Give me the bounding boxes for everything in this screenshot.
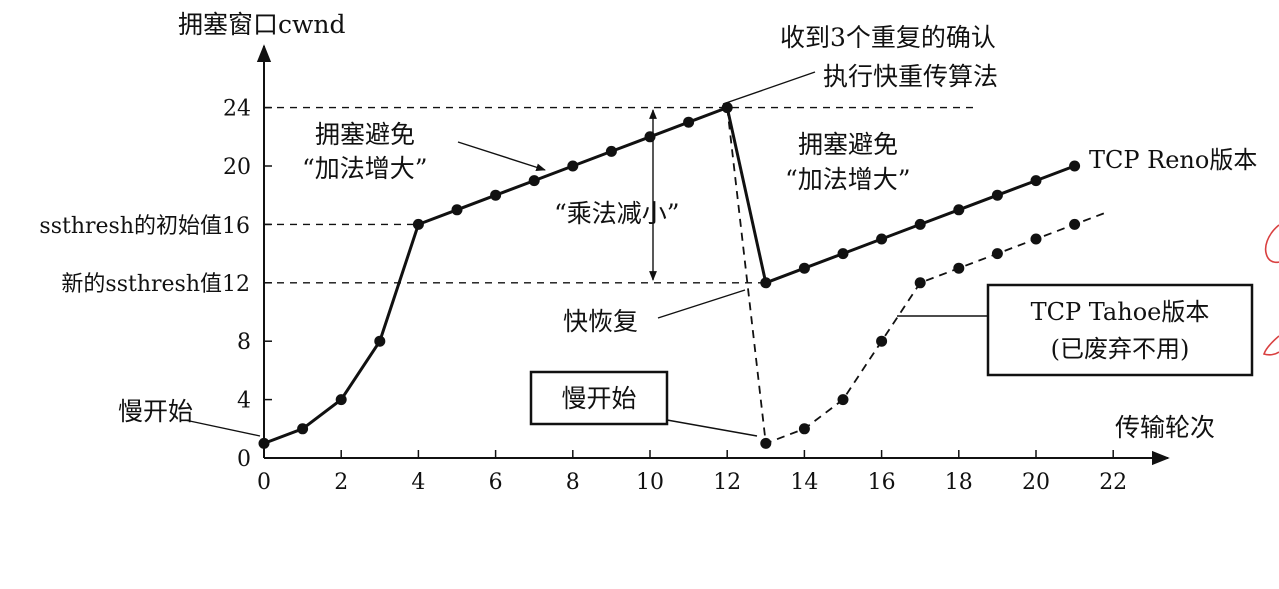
congestion-avoid-pointer bbox=[457, 141, 546, 172]
y-axis-title: 拥塞窗口cwnd bbox=[178, 10, 346, 39]
x-tick-label: 22 bbox=[1099, 470, 1127, 495]
series-layer bbox=[258, 102, 1106, 449]
reno-point bbox=[644, 131, 656, 143]
y-label-new-ssthresh: 新的ssthresh值12 bbox=[61, 272, 250, 297]
three-dup-ack-label: 收到3个重复的确认 bbox=[780, 23, 996, 52]
slow-start-box-label: 慢开始 bbox=[561, 384, 636, 413]
slow-start-box-pointer bbox=[666, 419, 758, 437]
tahoe-point bbox=[1069, 218, 1081, 230]
y-tick-label: 8 bbox=[237, 330, 251, 355]
reno-point bbox=[760, 277, 772, 289]
congestion-avoid-label-2: 拥塞避免 bbox=[798, 130, 898, 159]
reno-point bbox=[567, 160, 579, 172]
reno-point bbox=[451, 204, 463, 216]
slow-start-box bbox=[529, 370, 669, 426]
congestion-avoid-label-1: 拥塞避免 bbox=[315, 120, 415, 149]
y-tick-label: 0 bbox=[237, 447, 251, 472]
additive-increase-label-2: “加法增大” bbox=[785, 165, 911, 194]
tahoe-point bbox=[798, 423, 810, 435]
reno-point bbox=[837, 248, 849, 260]
tahoe-point bbox=[991, 248, 1003, 260]
series-line-reno bbox=[263, 105, 1076, 445]
series-label-reno: TCP Reno版本 bbox=[1089, 146, 1257, 174]
red-pen-mark-bottom bbox=[1262, 335, 1279, 356]
x-tick-label: 14 bbox=[790, 470, 818, 495]
y-label-initial-ssthresh: ssthresh的初始值16 bbox=[39, 214, 250, 239]
tahoe-box bbox=[986, 283, 1254, 377]
reno-point bbox=[605, 145, 617, 157]
tahoe-box-sublabel: (已废弃不用) bbox=[1051, 335, 1190, 363]
fast-retransmit-label: 执行快重传算法 bbox=[823, 62, 998, 91]
tahoe-point bbox=[1030, 233, 1042, 245]
x-tick-label: 20 bbox=[1022, 470, 1050, 495]
slow-start-label: 慢开始 bbox=[118, 397, 193, 426]
reno-point bbox=[1030, 175, 1042, 187]
reno-point bbox=[991, 189, 1003, 201]
reno-point bbox=[1069, 160, 1081, 172]
tahoe-point bbox=[760, 437, 772, 449]
reno-point bbox=[876, 233, 888, 245]
reno-point bbox=[528, 175, 540, 187]
three-dup-ack-pointer bbox=[722, 71, 816, 105]
y-tick-label: 24 bbox=[223, 97, 251, 122]
tahoe-box-label: TCP Tahoe版本 bbox=[1031, 298, 1210, 326]
x-ticks: 0 2 4 6 8 10 12 14 16 18 20 22 bbox=[257, 450, 1127, 495]
x-tick-label: 6 bbox=[489, 470, 503, 495]
tahoe-point bbox=[837, 394, 849, 406]
y-tick-label: 20 bbox=[223, 155, 251, 180]
reno-point bbox=[721, 102, 733, 114]
x-tick-label: 2 bbox=[334, 470, 348, 495]
y-ticks: 0 4 8 20 24 bbox=[223, 97, 272, 472]
reference-lines bbox=[264, 106, 979, 284]
additive-increase-label-1: “加法增大” bbox=[302, 154, 428, 183]
red-pen-mark-top bbox=[1264, 224, 1279, 264]
tahoe-point bbox=[914, 277, 926, 289]
slow-start-pointer bbox=[184, 419, 261, 437]
x-tick-label: 0 bbox=[257, 470, 271, 495]
multiplicative-decrease-label: “乘法减小” bbox=[554, 199, 680, 228]
reno-point bbox=[953, 204, 965, 216]
reno-point bbox=[490, 189, 502, 201]
tahoe-point bbox=[876, 335, 888, 347]
tahoe-point bbox=[953, 262, 965, 274]
y-tick-label: 4 bbox=[237, 389, 251, 414]
x-axis-title: 传输轮次 bbox=[1115, 413, 1215, 442]
reno-point bbox=[683, 116, 695, 128]
reno-point bbox=[798, 262, 810, 274]
x-tick-label: 18 bbox=[945, 470, 973, 495]
reno-point bbox=[258, 437, 270, 449]
reno-point bbox=[374, 335, 386, 347]
x-tick-label: 4 bbox=[411, 470, 425, 495]
x-tick-label: 10 bbox=[636, 470, 664, 495]
fast-recovery-label: 快恢复 bbox=[563, 307, 638, 336]
x-tick-label: 12 bbox=[713, 470, 741, 495]
reno-point bbox=[412, 218, 424, 230]
reno-point bbox=[297, 423, 309, 435]
reno-point bbox=[914, 218, 926, 230]
x-tick-label: 16 bbox=[868, 470, 896, 495]
x-tick-label: 8 bbox=[566, 470, 580, 495]
reno-point bbox=[335, 394, 347, 406]
fast-recovery-pointer bbox=[657, 289, 746, 319]
